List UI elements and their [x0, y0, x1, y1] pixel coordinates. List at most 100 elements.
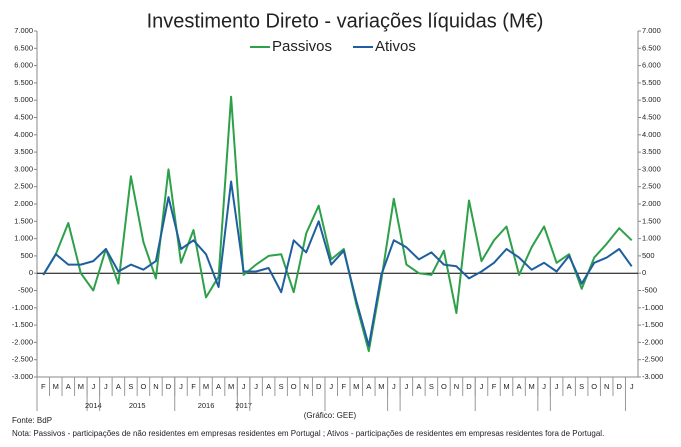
y2-tick-label: 2.500 — [642, 182, 661, 191]
x-tick-label: J — [480, 382, 484, 391]
legend-label: Ativos — [375, 38, 416, 55]
y-tick-label: 1.500 — [14, 216, 33, 225]
x-tick-label: D — [316, 382, 322, 391]
y2-tick-label: 5.500 — [642, 78, 661, 87]
x-tick-label: M — [78, 382, 84, 391]
y-tick-label: -1.500 — [12, 320, 33, 329]
x-tick-label: N — [303, 382, 308, 391]
x-tick-label: D — [466, 382, 472, 391]
x-tick-label: M — [528, 382, 534, 391]
y-tick-label: 3.000 — [14, 164, 33, 173]
x-tick-label: M — [228, 382, 234, 391]
y2-tick-label: -1.500 — [642, 320, 663, 329]
series-line — [42, 95, 633, 353]
year-label: 2015 — [129, 401, 146, 410]
y-tick-label: -500 — [18, 285, 33, 294]
y2-tick-label: 1.500 — [642, 216, 661, 225]
y-tick-label: 7.000 — [14, 26, 33, 35]
y-tick-label: 500 — [20, 251, 33, 260]
y-tick-label: -3.000 — [12, 372, 33, 381]
y-tick-label: 2.000 — [14, 199, 33, 208]
year-label: 2017 — [235, 401, 252, 410]
year-label: 2016 — [198, 401, 215, 410]
y-tick-label: 1.000 — [14, 234, 33, 243]
x-tick-label: N — [604, 382, 609, 391]
y-tick-label: -2.000 — [12, 337, 33, 346]
x-tick-label: M — [203, 382, 209, 391]
x-tick-label: F — [492, 382, 497, 391]
x-tick-label: M — [53, 382, 59, 391]
series-line — [42, 180, 633, 347]
x-tick-label: O — [141, 382, 147, 391]
y-tick-label: -2.500 — [12, 355, 33, 364]
x-tick-label: J — [91, 382, 95, 391]
y2-tick-label: 4.500 — [642, 112, 661, 121]
y2-tick-label: 5.000 — [642, 95, 661, 104]
y2-tick-label: 6.500 — [642, 43, 661, 52]
x-tick-label: A — [517, 382, 522, 391]
x-tick-label: S — [579, 382, 584, 391]
x-tick-label: D — [617, 382, 623, 391]
x-tick-label: O — [291, 382, 297, 391]
y-tick-label: 5.500 — [14, 78, 33, 87]
x-tick-label: A — [116, 382, 121, 391]
x-tick-label: N — [454, 382, 459, 391]
y2-tick-label: 500 — [642, 251, 655, 260]
y2-tick-label: -3.000 — [642, 372, 663, 381]
x-tick-label: J — [254, 382, 258, 391]
x-tick-label: S — [128, 382, 133, 391]
x-tick-label: O — [591, 382, 597, 391]
x-tick-label: M — [353, 382, 359, 391]
x-tick-label: D — [166, 382, 172, 391]
x-tick-label: J — [555, 382, 559, 391]
x-tick-label: M — [503, 382, 509, 391]
y2-tick-label: 0 — [642, 268, 646, 277]
y2-tick-label: -1.000 — [642, 303, 663, 312]
y2-tick-label: -2.000 — [642, 337, 663, 346]
y-tick-label: 2.500 — [14, 182, 33, 191]
x-tick-label: S — [279, 382, 284, 391]
x-tick-label: A — [366, 382, 371, 391]
y2-tick-label: 3.000 — [642, 164, 661, 173]
y2-tick-label: 4.000 — [642, 130, 661, 139]
y2-tick-label: -2.500 — [642, 355, 663, 364]
y2-tick-label: 3.500 — [642, 147, 661, 156]
x-tick-label: M — [378, 382, 384, 391]
x-tick-label: J — [630, 382, 634, 391]
y-tick-label: 3.500 — [14, 147, 33, 156]
x-tick-label: N — [153, 382, 158, 391]
y-tick-label: 6.000 — [14, 61, 33, 70]
y2-tick-label: 7.000 — [642, 26, 661, 35]
x-tick-label: J — [242, 382, 246, 391]
y2-tick-label: 2.000 — [642, 199, 661, 208]
x-tick-label: F — [341, 382, 346, 391]
legend-label: Passivos — [272, 38, 332, 55]
x-tick-label: A — [567, 382, 572, 391]
x-tick-label: J — [392, 382, 396, 391]
source: Fonte: BdP — [12, 416, 52, 425]
chart-title: Investimento Direto - variações líquidas… — [147, 10, 544, 32]
x-tick-label: J — [179, 382, 183, 391]
x-tick-label: F — [191, 382, 196, 391]
y-tick-label: 6.500 — [14, 43, 33, 52]
x-tick-label: J — [404, 382, 408, 391]
y2-tick-label: 6.000 — [642, 61, 661, 70]
y-tick-label: 4.500 — [14, 112, 33, 121]
y-tick-label: -1.000 — [12, 303, 33, 312]
y-tick-label: 5.000 — [14, 95, 33, 104]
y-tick-label: 0 — [29, 268, 33, 277]
y2-tick-label: 1.000 — [642, 234, 661, 243]
x-tick-label: A — [66, 382, 71, 391]
note: Nota: Passivos - participações de não re… — [12, 429, 604, 438]
x-tick-label: J — [329, 382, 333, 391]
x-tick-label: J — [104, 382, 108, 391]
x-tick-label: S — [429, 382, 434, 391]
y2-tick-label: -500 — [642, 285, 657, 294]
x-tick-label: J — [542, 382, 546, 391]
x-tick-label: A — [216, 382, 221, 391]
x-tick-label: F — [41, 382, 46, 391]
x-tick-label: A — [266, 382, 271, 391]
x-tick-label: O — [441, 382, 447, 391]
x-tick-label: A — [416, 382, 421, 391]
